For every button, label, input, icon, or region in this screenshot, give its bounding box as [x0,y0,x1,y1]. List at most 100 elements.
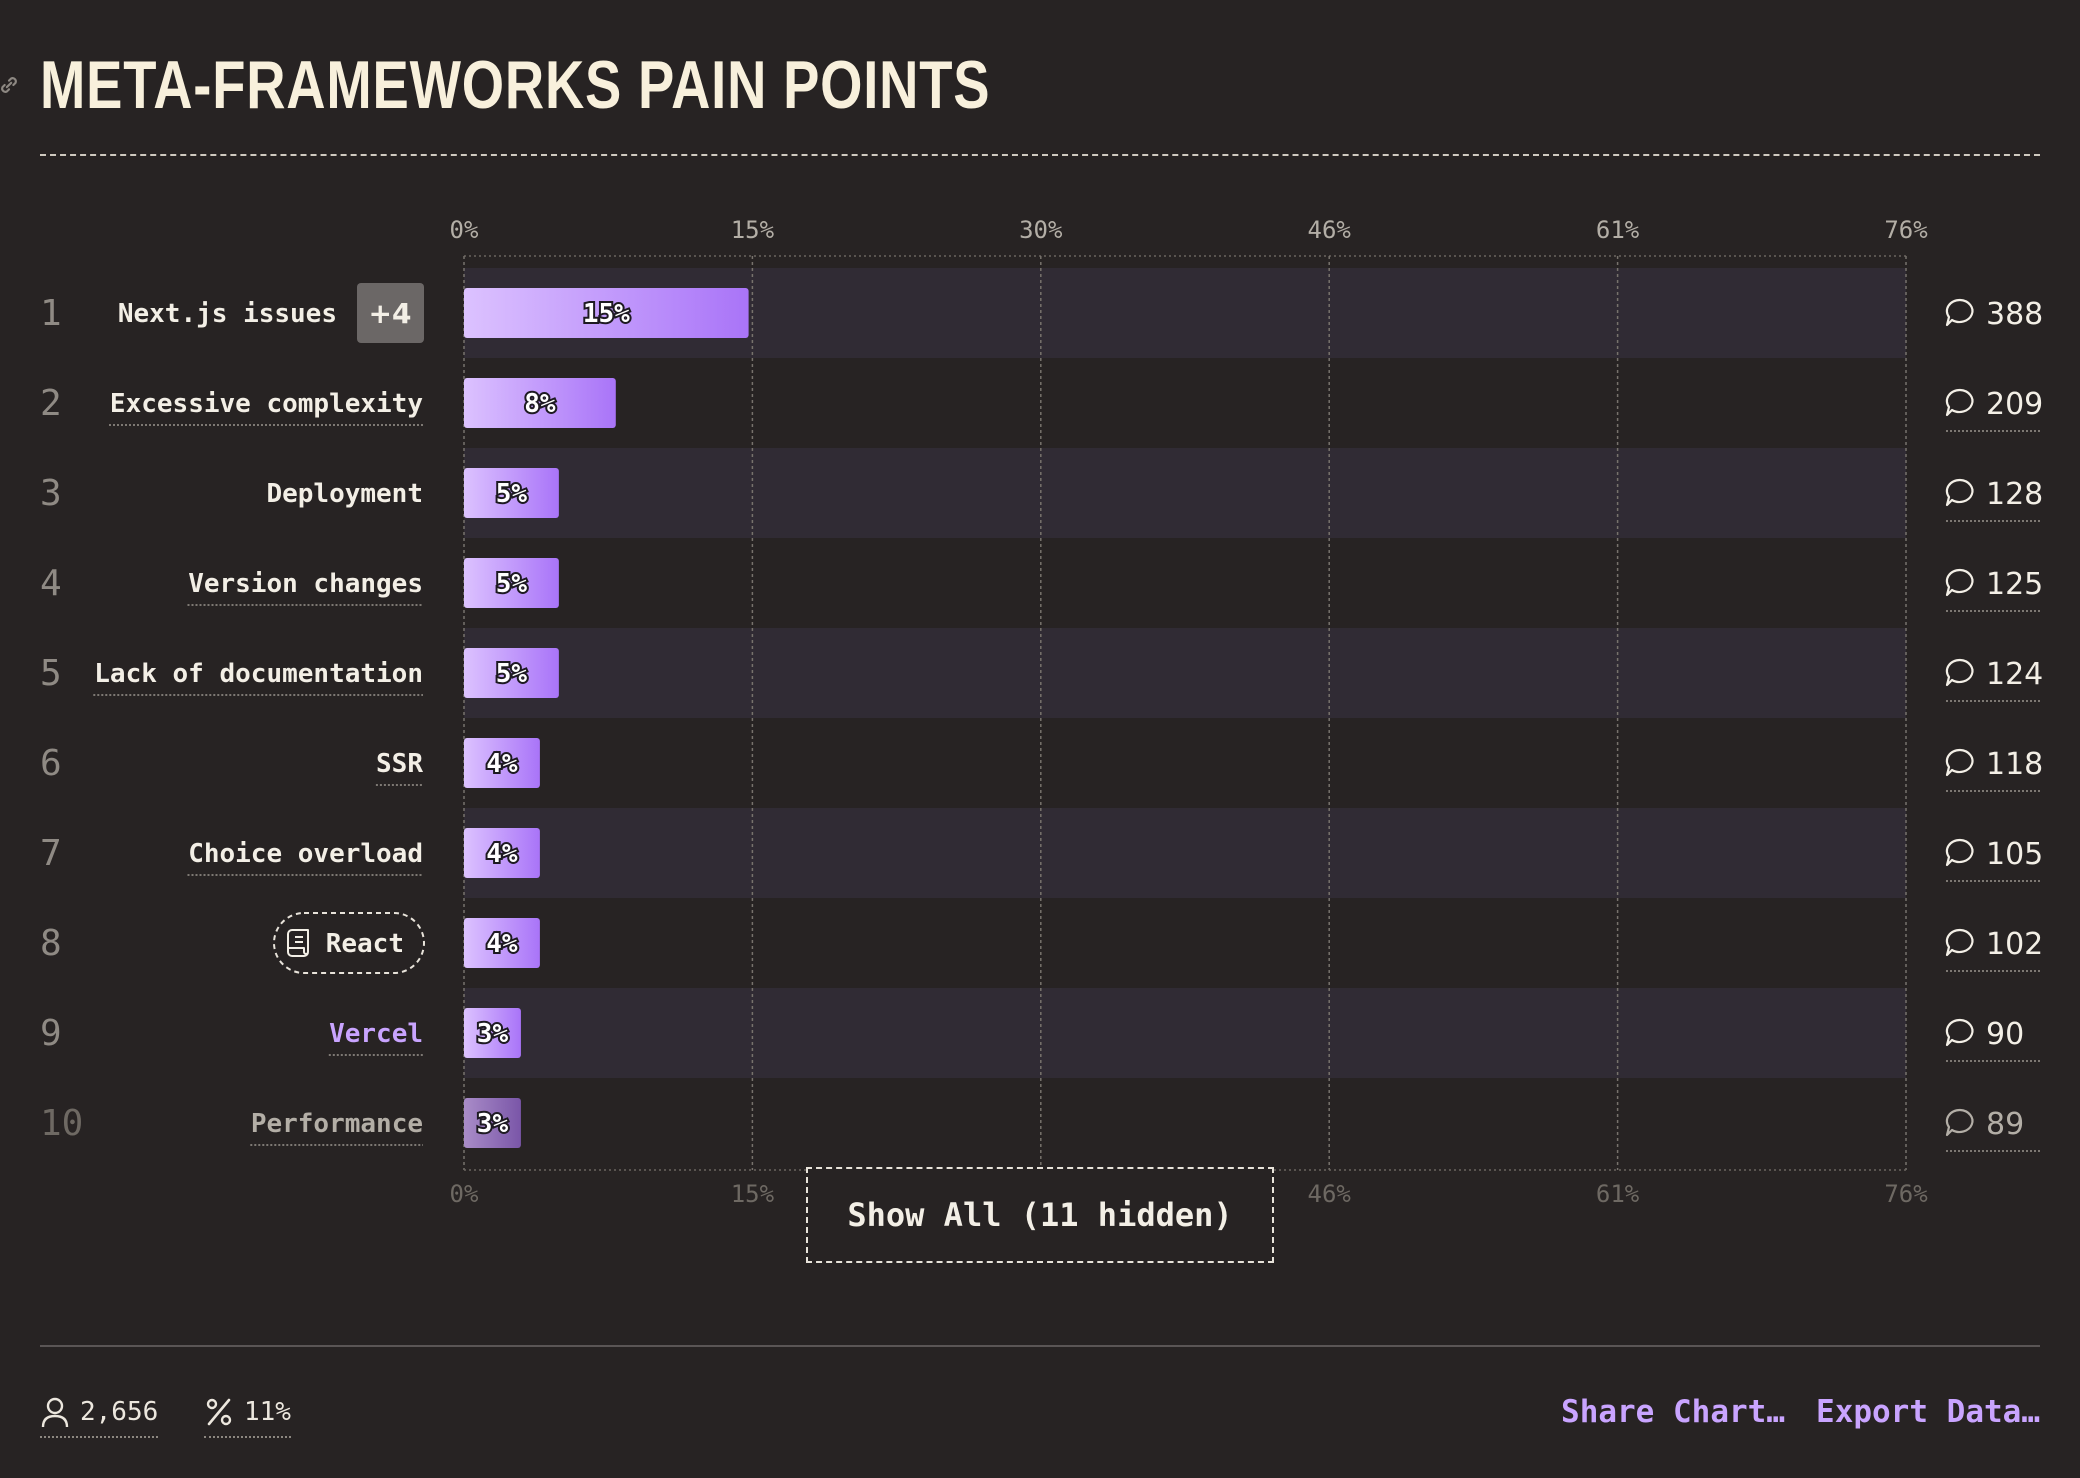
row-label[interactable]: Lack of documentation [94,659,423,689]
x-tick-label-bottom: 15% [731,1180,775,1208]
x-tick-label: 0% [450,216,479,244]
x-tick-label: 30% [1019,216,1063,244]
comment-count[interactable]: 125 [1986,567,2043,602]
row-stripe [464,988,1906,1078]
bar-value-label: 5% [496,659,528,689]
bar[interactable] [464,918,540,968]
comment-count[interactable]: 118 [1986,747,2043,782]
x-tick-label-bottom: 61% [1596,1180,1640,1208]
export-data-link[interactable]: Export Data… [1816,1394,2040,1430]
comment-icon-path [1945,298,1974,327]
row-label[interactable]: Next.js issues [118,299,337,329]
user-icon [41,1397,69,1428]
comment-icon[interactable] [1945,748,1974,777]
comment-count[interactable]: 102 [1986,927,2043,962]
comment-count[interactable]: 388 [1986,297,2043,332]
x-tick-label-bottom: 76% [1884,1180,1928,1208]
comment-icon[interactable] [1945,928,1974,957]
comment-icon-path [1945,568,1974,597]
bar-value-label: 4% [486,749,518,779]
row-label[interactable]: Excessive complexity [110,389,423,419]
bar[interactable] [464,378,616,428]
x-tick-label: 15% [731,216,775,244]
chart-row: 1 +4 Next.js issues 15% 388 [40,283,2043,343]
bar[interactable] [464,1008,521,1058]
row-rank: 10 [40,1103,83,1144]
chart-row: 3 Deployment 5% 128 [40,468,2043,522]
comment-icon-path [1945,1108,1974,1137]
bar[interactable] [464,828,540,878]
row-rank: 2 [40,383,62,424]
bar[interactable] [464,1098,521,1148]
x-tick-label: 46% [1308,216,1352,244]
percent-icon [206,1398,232,1426]
comment-count[interactable]: 90 [1986,1017,2024,1052]
bar[interactable] [464,648,559,698]
row-label[interactable]: Choice overload [188,839,423,869]
bar-value-label: 5% [496,479,528,509]
comment-icon[interactable] [1945,1018,1974,1047]
comment-icon-path [1945,838,1974,867]
extra-count-label: +4 [369,297,412,330]
comment-icon-path [1945,748,1974,777]
bar-value-label: 4% [486,839,518,869]
row-rank: 3 [40,473,62,514]
share-chart-link[interactable]: Share Chart… [1561,1394,1785,1430]
bar-value-label: 3% [477,1019,509,1049]
row-label[interactable]: Version changes [188,569,423,599]
row-label[interactable]: Performance [251,1109,423,1139]
bar-value-label: 4% [486,929,518,959]
row-label[interactable]: Vercel [329,1019,423,1049]
extra-count-badge[interactable] [357,283,424,343]
row-label: Deployment [266,479,423,509]
row-stripe [464,808,1906,898]
comment-icon[interactable] [1945,388,1974,417]
comment-icon[interactable] [1945,1108,1974,1137]
scroll-icon [287,929,309,957]
chart-row: 6 SSR 4% 118 [40,738,2043,792]
bar[interactable] [464,558,559,608]
bar[interactable] [464,468,559,518]
comment-icon[interactable] [1945,478,1974,507]
respondents-stat[interactable]: 2,656 [40,1390,159,1438]
bar[interactable] [464,738,540,788]
comment-icon[interactable] [1945,298,1974,327]
row-rank: 6 [40,743,62,784]
comment-icon[interactable] [1945,658,1974,687]
show-all-button[interactable]: Show All (11 hidden) [806,1167,1274,1263]
footer-divider [40,1345,2040,1347]
row-label[interactable]: React [326,929,404,959]
chart-row: 7 Choice overload 4% 105 [40,828,2043,882]
percent-stat[interactable]: 11% [204,1390,291,1438]
comment-count[interactable]: 124 [1986,657,2043,692]
link-icon[interactable] [0,72,22,98]
percent-value: 11% [244,1397,291,1427]
chart-row: 2 Excessive complexity 8% 209 [40,378,2043,432]
comment-icon-path [1945,388,1974,417]
row-rank: 7 [40,833,62,874]
comment-icon[interactable] [1945,568,1974,597]
row-rank: 1 [40,293,62,334]
bar-value-label: 15% [583,299,630,329]
bar-value-label: 5% [496,569,528,599]
row-label[interactable]: SSR [376,749,423,779]
page-title: META-FRAMEWORKS PAIN POINTS [40,47,991,123]
bar-value-label: 8% [524,389,556,419]
x-tick-label-bottom: 46% [1308,1180,1352,1208]
comment-count[interactable]: 89 [1986,1107,2024,1142]
chart-row: 5 Lack of documentation 5% 124 [40,648,2043,702]
comment-count[interactable]: 209 [1986,387,2043,422]
row-stripe [464,448,1906,538]
react-pill[interactable] [273,912,425,974]
row-rank: 9 [40,1013,62,1054]
row-rank: 5 [40,653,62,694]
chart-row: 8 React 4% 102 [40,912,2043,974]
row-stripe [464,628,1906,718]
row-rank: 8 [40,923,62,964]
bar[interactable] [464,288,749,338]
scroll-icon-path [287,929,309,957]
comment-count[interactable]: 105 [1986,837,2043,872]
comment-count[interactable]: 128 [1986,477,2043,512]
comment-icon[interactable] [1945,838,1974,867]
